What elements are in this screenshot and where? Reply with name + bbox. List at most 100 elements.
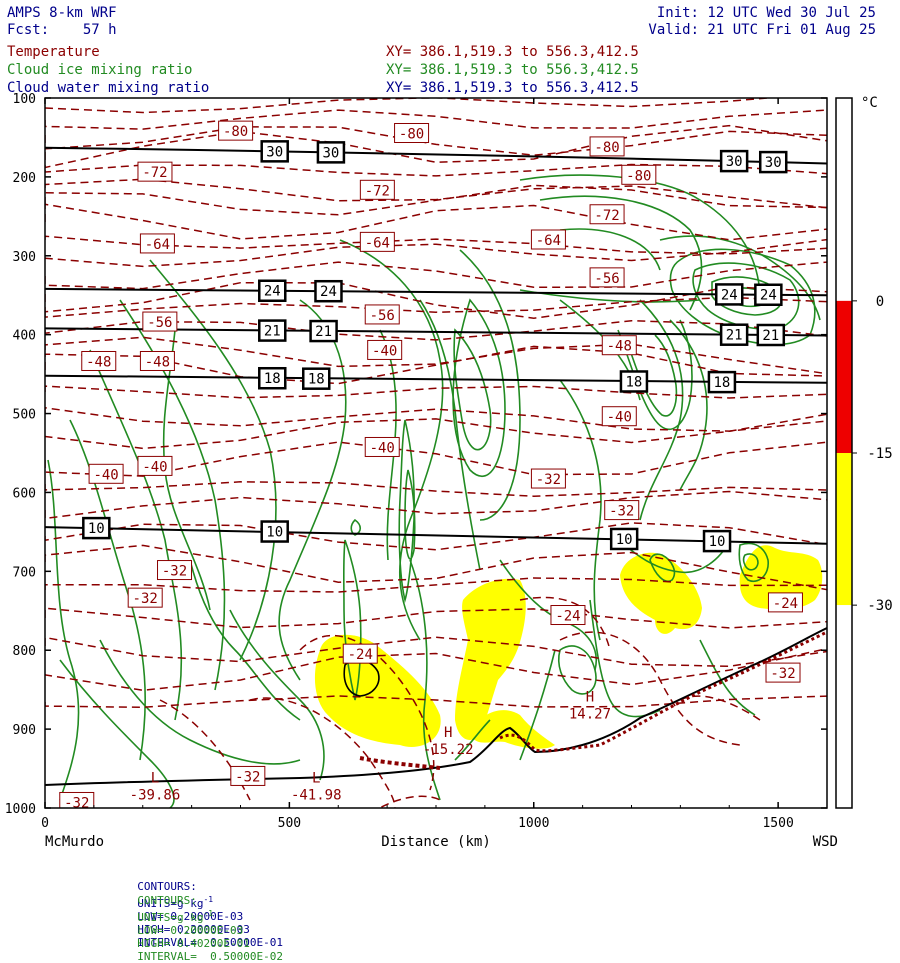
temperature-label: -32 [235,769,260,785]
level-label: 30 [322,145,339,161]
cross-section-chart: 30 30 30 30 24 24 24 24 21 21 21 21 18 18 18 18 10 10 10 10… [5,92,893,850]
temperature-label: -24 [555,609,580,625]
footer-2-units: UNITS=g kg [137,910,204,924]
init-time: Init: 12 UTC Wed 30 Jul 25 [656,5,876,21]
y-tick-label: 500 [13,408,36,423]
temperature-label-box [589,204,625,225]
temperature-label: -80 [626,168,651,184]
temperature-label: -56 [370,308,395,324]
temperature-isotherm [519,596,611,651]
temperature-label: -48 [145,354,170,370]
level-label-box [258,319,287,342]
field-temperature-name: Temperature [7,44,100,60]
temperature-label-box [139,350,175,371]
model-title: AMPS 8-km WRF [7,5,117,21]
y-tick-label: 700 [13,565,36,580]
temperature-label-box [81,350,117,371]
extremum-marker: L [151,771,159,787]
level-label-box [719,323,749,346]
extremum-value: -15.22 [423,742,474,758]
temperature-label-box [604,500,640,521]
plot-area: 30 30 30 30 24 24 24 24 21 21 21 21 18 18 18 18 10 10 10 10… [45,98,827,808]
cloud-ice-contour [619,539,731,574]
cloud-ice-contour [459,249,521,521]
reference-level-line [45,146,827,165]
temperature-isotherm [45,695,827,709]
level-label: 24 [760,288,777,304]
temperature-label: -24 [773,596,798,612]
cloud-ice-contour [59,659,175,808]
cloud-ice-contour [669,248,816,346]
field-cloud-ice-xy: XY= 386.1,519.3 to 556.3,412.5 [386,62,639,78]
level-label-box [702,529,732,553]
temperature-label-box [621,164,657,185]
temperature-isotherm [45,413,827,450]
level-label: 21 [726,328,743,344]
cloud-ice-contour [519,649,556,761]
temperature-label-box [139,233,175,254]
level-label: 18 [264,371,281,387]
temperature-label-box [359,179,395,200]
temperature-label-box [530,229,566,250]
cloud-ice-contour [639,299,684,521]
temperature-label: -56 [594,271,619,287]
extremum-marker: H [586,689,594,705]
temperature-isotherm [45,296,827,318]
x-tick-label: 1000 [518,816,549,831]
temperature-label: -32 [770,666,795,682]
level-label-box [758,150,788,174]
cloud-ice-contour [699,639,756,716]
terrain-surface [45,627,827,786]
colorbar-band [836,605,852,808]
cloud-ice-contour [742,553,759,571]
y-tick-label: 600 [13,486,36,501]
temperature-isotherm [45,647,827,692]
temperature-label: -40 [607,410,632,426]
extremum-marker: L [312,771,320,787]
level-label-box [302,367,331,390]
temperature-label-box [530,468,566,489]
level-label: 21 [315,324,332,340]
temperature-label: -64 [365,235,390,251]
level-label-box [719,149,749,173]
footer-2-label: CONTOURS: [137,894,197,907]
temperature-label: -72 [594,208,619,224]
temperature-label: -64 [145,237,170,253]
cloud-ice-contour [453,328,492,451]
level-label: 10 [709,534,726,550]
cloud-ice-contour [559,379,602,641]
terrain-isotherm-stack [359,756,441,770]
level-label-box [756,323,786,347]
temperature-label-box [364,436,400,457]
cloud-ice-contour [350,518,362,536]
subfreezing-cloud-region [314,634,441,747]
footer-2-high: HIGH= 0.40200E-01 [137,936,250,950]
cloud-ice-contour [454,719,491,761]
level-label: 30 [726,154,743,170]
temperature-isotherm [45,109,827,130]
cloud-ice-contour [398,419,415,604]
footer-line-2: CONTOURS: UNITS=g kg-1 LOW= 0.20000E-03 … [124,881,283,963]
temperature-label: -32 [609,504,634,520]
level-label-box [260,520,289,543]
extremum-value: -39.86 [130,788,181,804]
field-cloud-ice-name: Cloud ice mixing ratio [7,62,193,78]
cloud-ice-contour [339,239,444,641]
level-label-box [609,527,639,551]
y-tick-label: 400 [13,329,36,344]
cloud-ice-contour [189,559,301,721]
temperature-label: -32 [133,591,158,607]
cloud-ice-contour [669,319,708,491]
temperature-isotherm [45,577,827,593]
cloud-ice-contour [419,299,481,571]
level-label: 18 [713,375,730,391]
temperature-label-box [765,662,801,683]
valid-time: Valid: 21 UTC Fri 01 Aug 25 [648,22,876,38]
temperature-label-box [601,406,637,427]
temperature-isotherm [45,261,827,290]
y-tick-label: 800 [13,644,36,659]
cloud-ice-contour [519,174,761,301]
level-label-box [260,140,289,163]
temperature-isotherm [45,281,827,319]
temperature-isotherm [159,699,251,801]
